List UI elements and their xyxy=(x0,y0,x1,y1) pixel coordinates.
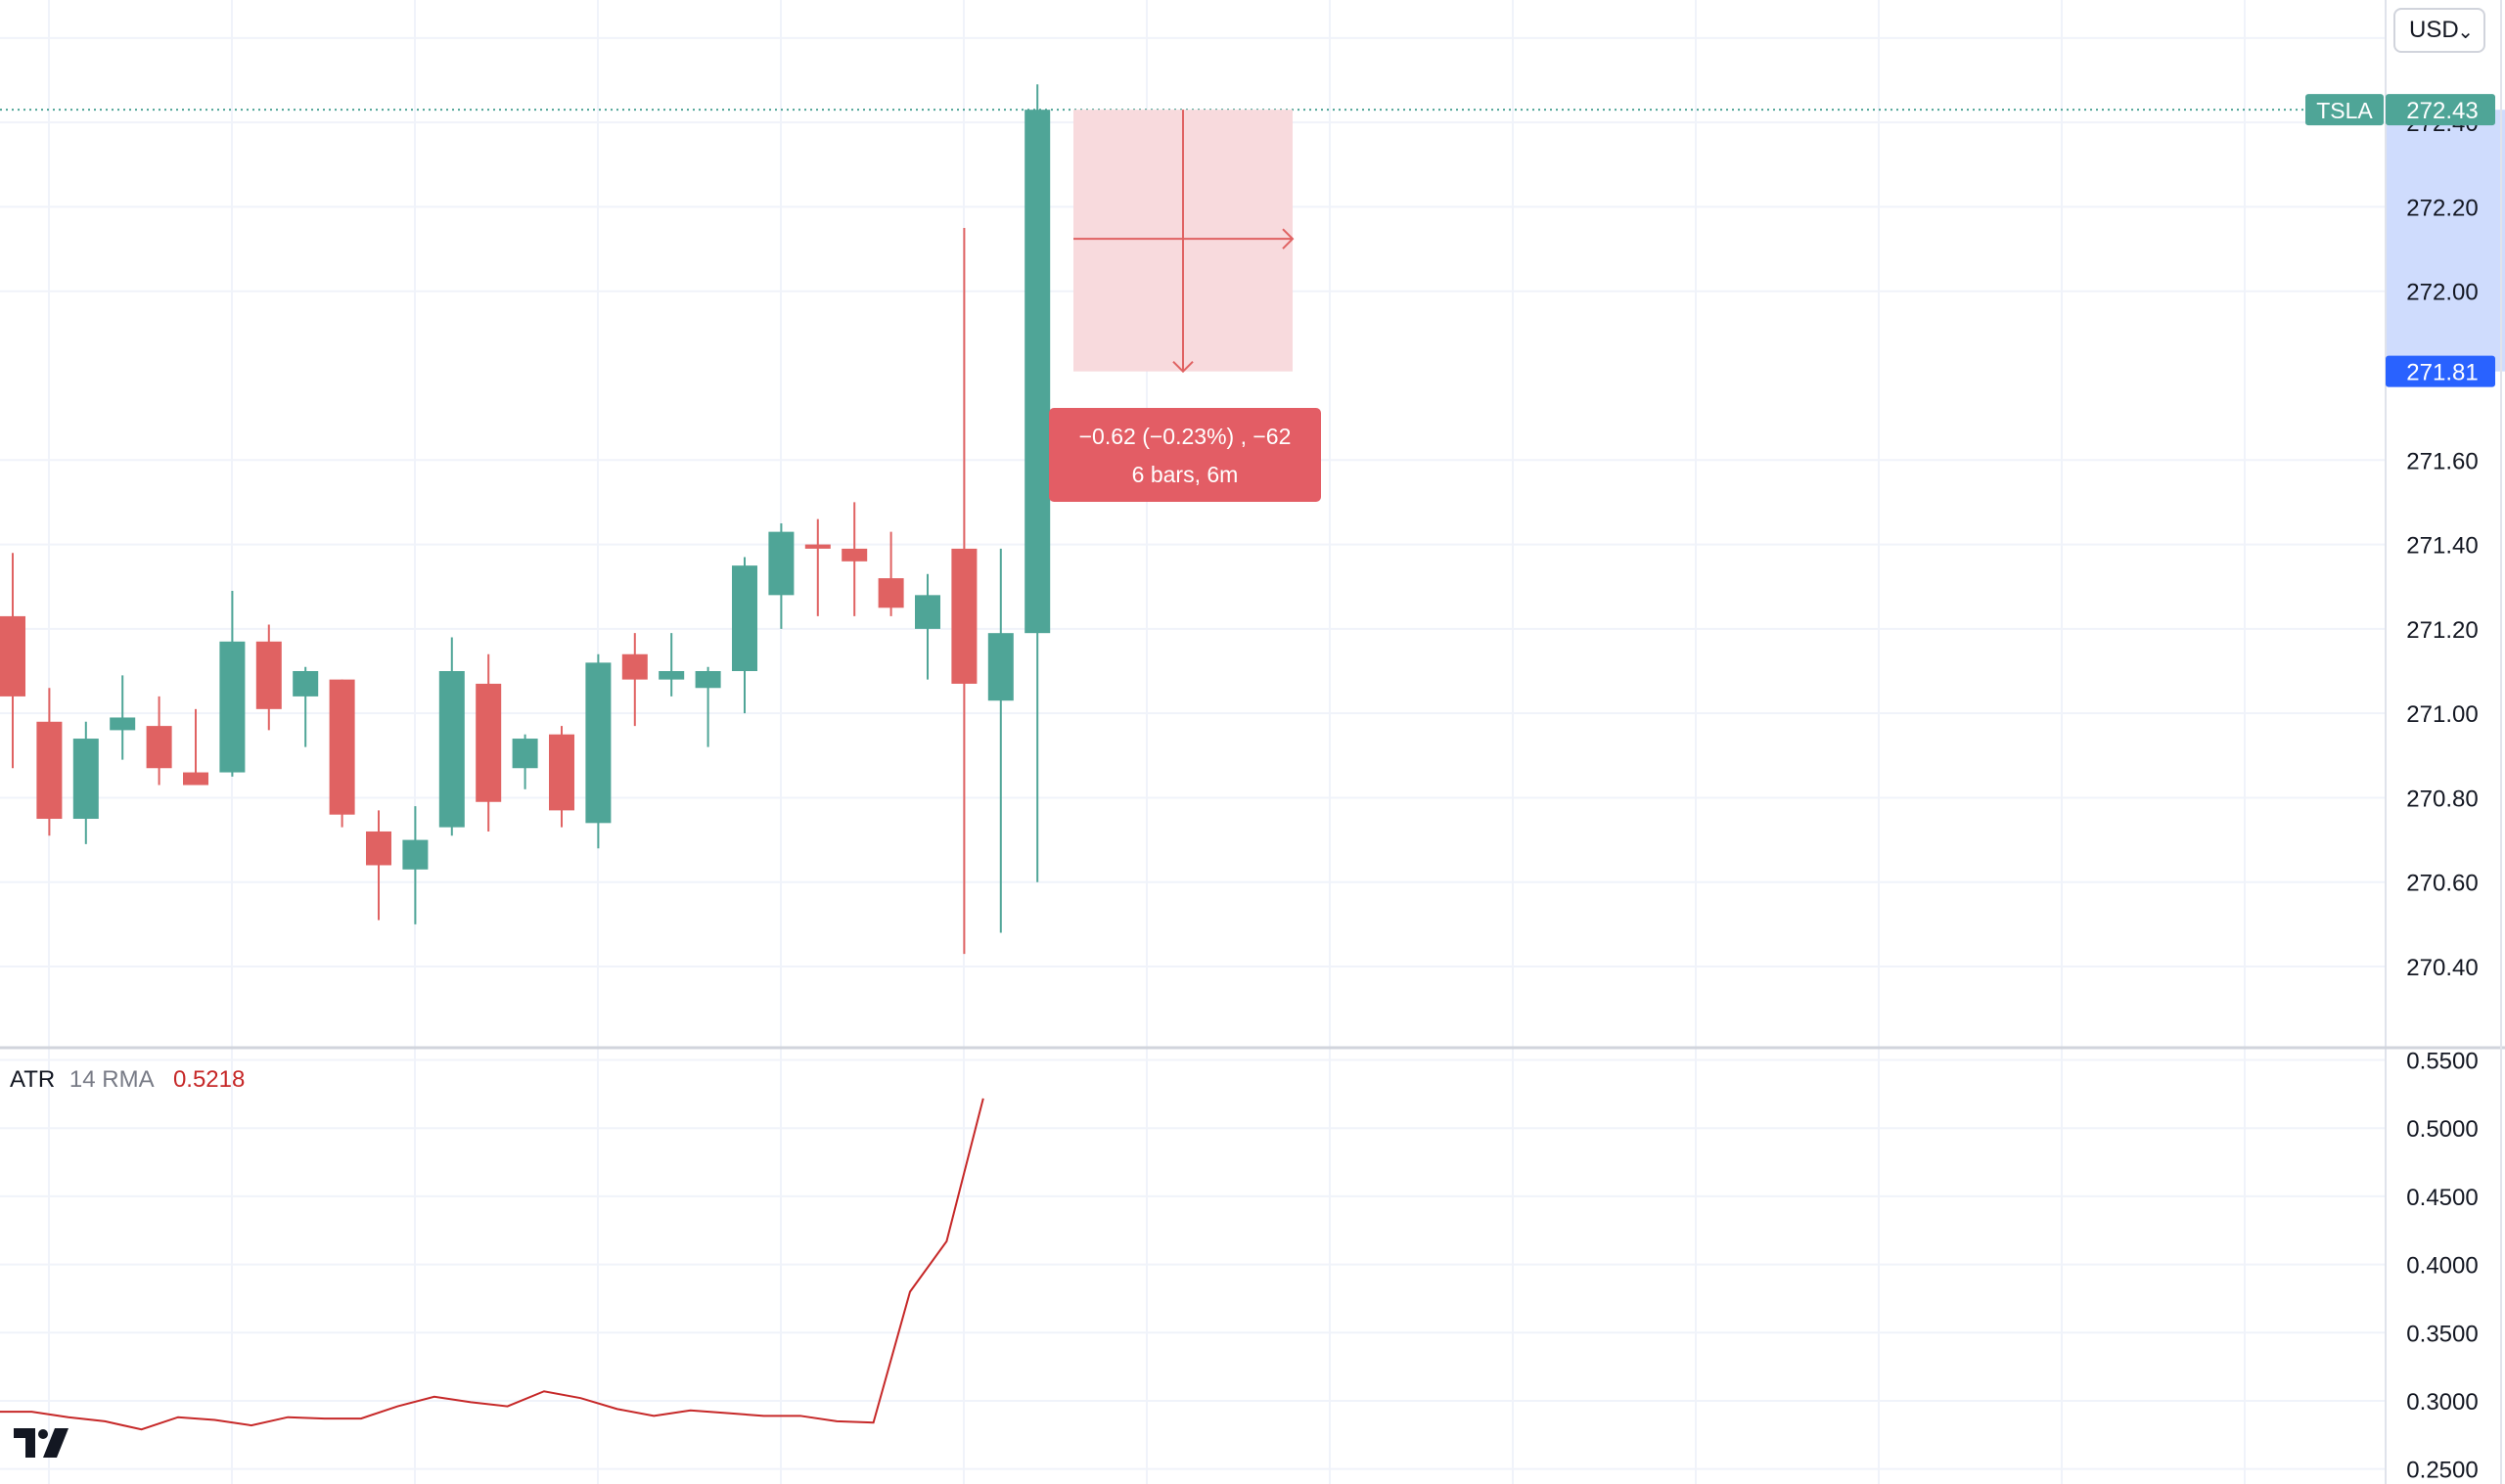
candle-body[interactable] xyxy=(987,633,1014,701)
candle-body[interactable] xyxy=(72,739,99,820)
candle-body[interactable] xyxy=(146,726,172,769)
atr-axis-label: 0.3000 xyxy=(2406,1389,2478,1416)
price-axis-label: 271.20 xyxy=(2406,617,2478,644)
candle-body[interactable] xyxy=(585,662,612,824)
arrow-down-icon xyxy=(1172,360,1194,374)
candle-body[interactable] xyxy=(293,671,319,697)
measure-duration-text: 6 bars, 6m xyxy=(1131,462,1239,487)
candle-body[interactable] xyxy=(951,548,978,684)
candle-body[interactable] xyxy=(0,615,25,697)
range-end-text: 271.81 xyxy=(2406,360,2478,386)
candle-body[interactable] xyxy=(476,683,502,802)
candle-body[interactable] xyxy=(110,717,136,731)
candle-body[interactable] xyxy=(915,595,940,629)
candle-body[interactable] xyxy=(768,531,795,596)
candle-body[interactable] xyxy=(329,679,355,815)
candle-body[interactable] xyxy=(36,721,63,820)
range-end-label xyxy=(2386,355,2495,387)
price-axis-label: 271.40 xyxy=(2406,533,2478,560)
candle-body[interactable] xyxy=(804,544,831,549)
measure-change-text: −0.62 (−0.23%) , −62 xyxy=(1078,424,1292,449)
candle-body[interactable] xyxy=(1025,110,1051,634)
candle-body[interactable] xyxy=(621,653,648,680)
price-axis-label: 270.40 xyxy=(2406,955,2478,981)
candle-body[interactable] xyxy=(732,565,757,672)
atr-axis-label: 0.3500 xyxy=(2406,1321,2478,1347)
last-price-label xyxy=(2386,94,2495,126)
price-range-highlight xyxy=(2386,110,2505,372)
symbol-tag-text: TSLA xyxy=(2316,98,2373,123)
atr-legend[interactable]: ATR 14 RMA 0.5218 xyxy=(10,1064,245,1096)
last-price-text: 272.43 xyxy=(2406,98,2478,124)
arrow-right-icon xyxy=(1282,228,1295,249)
candle-body[interactable] xyxy=(255,641,282,709)
symbol-tag xyxy=(2305,94,2384,126)
candle-body[interactable] xyxy=(402,839,429,870)
tradingview-logo-icon[interactable] xyxy=(14,1426,74,1460)
candle-body[interactable] xyxy=(366,831,391,866)
atr-legend-name: ATR xyxy=(10,1066,56,1093)
price-axis-label: 271.00 xyxy=(2406,701,2478,728)
currency-select[interactable]: USD ⌄ xyxy=(2393,8,2485,53)
candle-body[interactable] xyxy=(659,671,685,680)
atr-axis-label: 0.4000 xyxy=(2406,1253,2478,1280)
price-axis-label: 271.60 xyxy=(2406,448,2478,474)
candle-body[interactable] xyxy=(438,671,465,828)
atr-line xyxy=(0,1098,984,1431)
atr-axis-label: 0.5000 xyxy=(2406,1116,2478,1143)
atr-axis-label: 0.5500 xyxy=(2406,1049,2478,1075)
candle-body[interactable] xyxy=(183,772,208,786)
atr-legend-params: 14 RMA xyxy=(68,1066,154,1093)
chevron-down-icon: ⌄ xyxy=(2457,22,2474,43)
candle-body[interactable] xyxy=(878,578,904,608)
price-axis-label: 272.20 xyxy=(2406,195,2478,221)
candle-body[interactable] xyxy=(512,739,538,769)
atr-axis-label: 0.2500 xyxy=(2406,1458,2478,1484)
candle-body[interactable] xyxy=(695,671,721,689)
price-axis-label: 272.00 xyxy=(2406,280,2478,306)
candle-body[interactable] xyxy=(842,548,868,562)
price-axis-label: 270.80 xyxy=(2406,786,2478,812)
measure-info-box: −0.62 (−0.23%) , −62 6 bars, 6m xyxy=(1049,408,1321,502)
atr-legend-value: 0.5218 xyxy=(172,1066,246,1093)
candle-body[interactable] xyxy=(549,734,574,811)
price-axis-label: 270.60 xyxy=(2406,871,2478,897)
atr-axis-label: 0.4500 xyxy=(2406,1185,2478,1211)
currency-select-value: USD xyxy=(2409,17,2459,43)
candle-body[interactable] xyxy=(219,641,246,773)
